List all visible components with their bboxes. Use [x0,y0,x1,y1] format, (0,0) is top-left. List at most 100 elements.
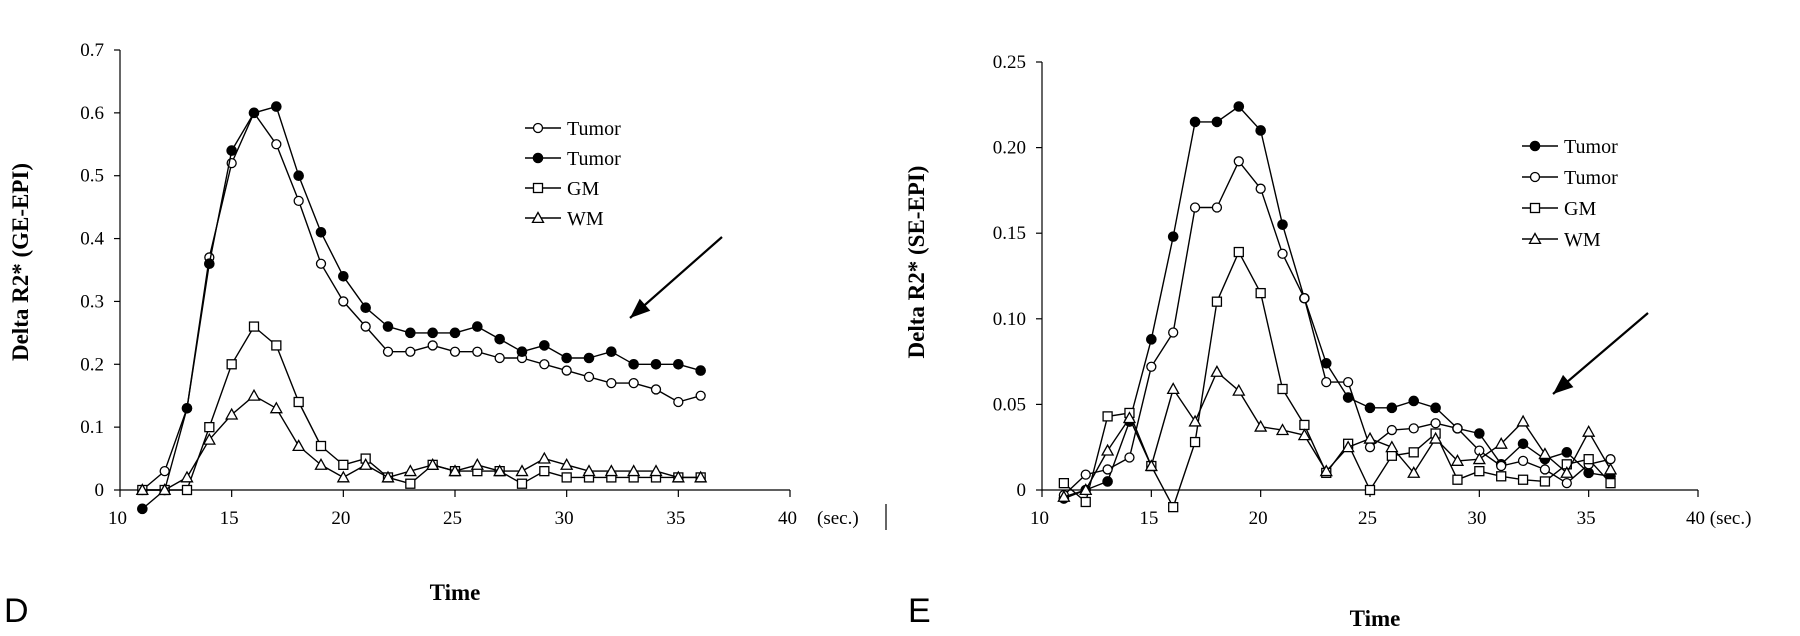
marker-s1-p8 [315,226,327,238]
marker-s0-p1 [159,465,170,477]
marker-s2-p20 [1496,471,1507,482]
marker-s2-plegend [532,182,544,194]
marker-s1-p11 [382,321,394,332]
marker-s1-p12 [405,327,416,339]
marker-s3-p7 [292,439,306,452]
marker-s2-plegend [1529,202,1541,214]
y-axis-title: Delta R2* (GE-EPI) [8,163,33,361]
marker-s3-p10 [359,458,373,470]
series-line-0 [1063,105,1611,500]
marker-s3-p11 [381,470,395,483]
marker-s0-p8 [1233,101,1245,112]
marker-s1-p20 [583,352,595,364]
marker-s3-p0 [135,483,149,496]
panel-label: D [4,592,29,630]
marker-s1-plegend [1529,171,1541,183]
x-tick-label: 30 [555,508,574,529]
marker-s0-p10 [360,321,371,332]
marker-s1-p12 [1321,376,1332,388]
marker-s3-p1 [1079,483,1093,496]
marker-s3-p9 [336,470,350,483]
marker-s3-p21 [604,464,618,477]
y-tick-label: 0.1 [80,417,104,438]
y-tick-label: 0 [1017,480,1027,501]
y-tick-label: 0.20 [993,138,1026,159]
marker-s3-p17 [1428,431,1443,444]
marker-s0-plegend [1529,140,1541,152]
marker-s3-p25 [694,470,708,483]
marker-s2-p8 [1233,246,1244,258]
y-tick-label: 0.10 [993,309,1026,330]
marker-s1-p7 [1211,202,1223,213]
y-tick-label: 0.15 [993,223,1026,244]
marker-s3-p12 [1319,464,1333,477]
marker-s1-p8 [1233,156,1244,167]
marker-s2-p7 [1211,296,1223,307]
x-tick-label: 35 [666,508,685,529]
marker-s2-p19 [561,472,572,483]
marker-s0-p9 [338,296,349,307]
marker-s2-p25 [1605,478,1616,489]
annotation-arrow-line [1552,312,1649,395]
x-tick-label: 15 [1139,508,1158,529]
marker-s2-p6 [271,340,282,351]
marker-s1-p18 [539,340,550,351]
marker-s3-p23 [1560,466,1574,478]
chart-panel-d: 0 0.1 0.2 0.3 0.4 0.5 0.6 0.7 10 15 20 25 30 35 40 (sec… [4,40,887,630]
marker-s1-p24 [673,358,684,370]
marker-s2-p5 [1168,501,1179,513]
marker-s3-p14 [1363,431,1377,444]
x-unit-label: (sec.) [817,508,859,529]
legend-label-3: WM [567,208,604,230]
marker-s3-p22 [1538,447,1552,460]
marker-s1-p10 [360,302,371,314]
marker-s0-p20 [583,371,595,383]
y-tick-label: 0.3 [80,291,104,312]
annotation-arrow-line [629,236,723,319]
legend-label-2: GM [1564,198,1596,220]
marker-s2-p0 [1058,478,1070,489]
marker-s2-p11 [1299,419,1310,431]
marker-s2-p14 [1364,484,1376,496]
marker-s3-p3 [202,432,216,445]
marker-s0-p6 [271,139,282,150]
marker-s3-p4 [225,407,239,420]
x-tick-label: 10 [108,508,127,529]
marker-s0-p23 [1561,447,1573,458]
marker-s0-p22 [628,377,639,389]
marker-s1-p25 [695,365,706,376]
marker-s2-p2 [1102,411,1113,422]
marker-s3-p24 [1582,424,1596,437]
marker-s3-p21 [1516,414,1530,427]
x-tick-label: 40 [778,508,797,529]
marker-s2-p8 [315,440,327,452]
marker-s1-p13 [427,327,438,339]
marker-s0-p19 [561,365,572,376]
y-tick-label: 0.5 [80,166,104,187]
marker-s3-p18 [1450,454,1465,466]
marker-s1-p4 [226,145,237,156]
marker-s1-p2 [1102,464,1113,475]
marker-s3-p3 [1122,411,1137,424]
marker-s0-p24 [673,396,684,408]
marker-s0-p14 [1364,402,1376,414]
marker-s2-p12 [405,478,416,489]
y-tick-label: 0 [95,480,105,501]
marker-s0-p17 [1430,402,1441,414]
marker-s2-p1 [1080,496,1091,508]
marker-s1-p9 [338,270,349,282]
panel-label: E [908,592,931,630]
marker-s2-p18 [539,465,550,477]
marker-s3-p24 [671,470,685,483]
marker-s1-p21 [1517,455,1529,467]
marker-s1-p1 [1080,469,1091,480]
marker-s3-plegend [1528,232,1542,245]
x-tick-label: 20 [1249,508,1268,529]
marker-s3-plegend [531,211,545,224]
marker-s2-p9 [1255,287,1266,299]
x-tick-label: 15 [220,508,239,529]
marker-s3-p2 [1100,443,1115,456]
marker-s2-p4 [226,359,237,370]
marker-s0-p23 [650,384,662,395]
marker-s3-p1 [158,483,172,496]
